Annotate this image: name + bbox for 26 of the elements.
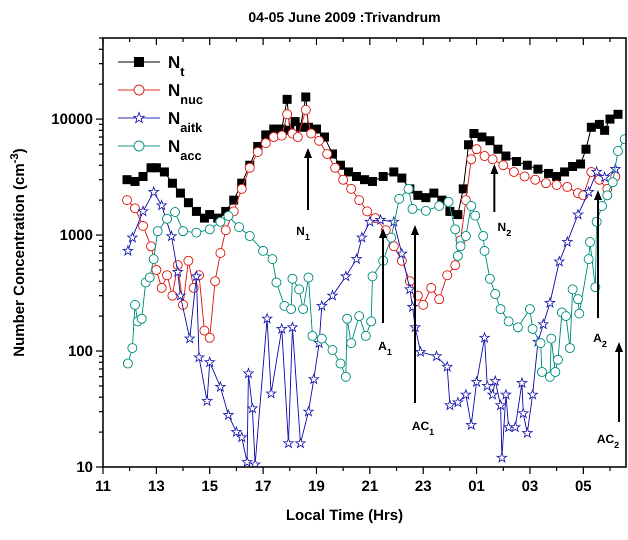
y-tick-label: 100 bbox=[68, 343, 93, 360]
y-tick-label: 10000 bbox=[51, 111, 93, 128]
y-tick-label: 10 bbox=[76, 459, 93, 476]
annotation: A$_{2}$ bbox=[593, 331, 607, 349]
chart-title: 04-05 June 2009 :Trivandrum bbox=[248, 9, 441, 25]
x-tick-label: 01 bbox=[468, 478, 485, 495]
x-tick-label: 13 bbox=[148, 478, 165, 495]
legend-label: N$_{t}$ bbox=[168, 53, 186, 78]
annotation: AC$_{2}$ bbox=[596, 432, 620, 450]
annotation: A$_{1}$ bbox=[378, 339, 392, 357]
x-tick-label: 03 bbox=[522, 478, 538, 495]
x-axis-title: Local Time (Hrs) bbox=[286, 507, 404, 524]
x-tick-label: 05 bbox=[574, 478, 592, 495]
x-tick-label: 21 bbox=[361, 478, 378, 495]
x-tick-label: 11 bbox=[95, 478, 111, 495]
y-tick-label: 1000 bbox=[60, 227, 93, 244]
x-tick-label: 15 bbox=[201, 478, 218, 495]
legend-label: N$_{nuc}$ bbox=[168, 81, 203, 106]
legend-label: N$_{aitk}$ bbox=[168, 109, 204, 134]
annotation: AC$_{1}$ bbox=[412, 419, 434, 437]
x-tick-label: 23 bbox=[414, 478, 432, 495]
x-tick-label: 19 bbox=[308, 478, 325, 495]
x-tick-label: 17 bbox=[254, 478, 272, 495]
legend-label: N$_{acc}$ bbox=[168, 137, 202, 162]
annotation: N$_{2}$ bbox=[498, 220, 512, 238]
annotation: N$_{1}$ bbox=[296, 224, 310, 242]
